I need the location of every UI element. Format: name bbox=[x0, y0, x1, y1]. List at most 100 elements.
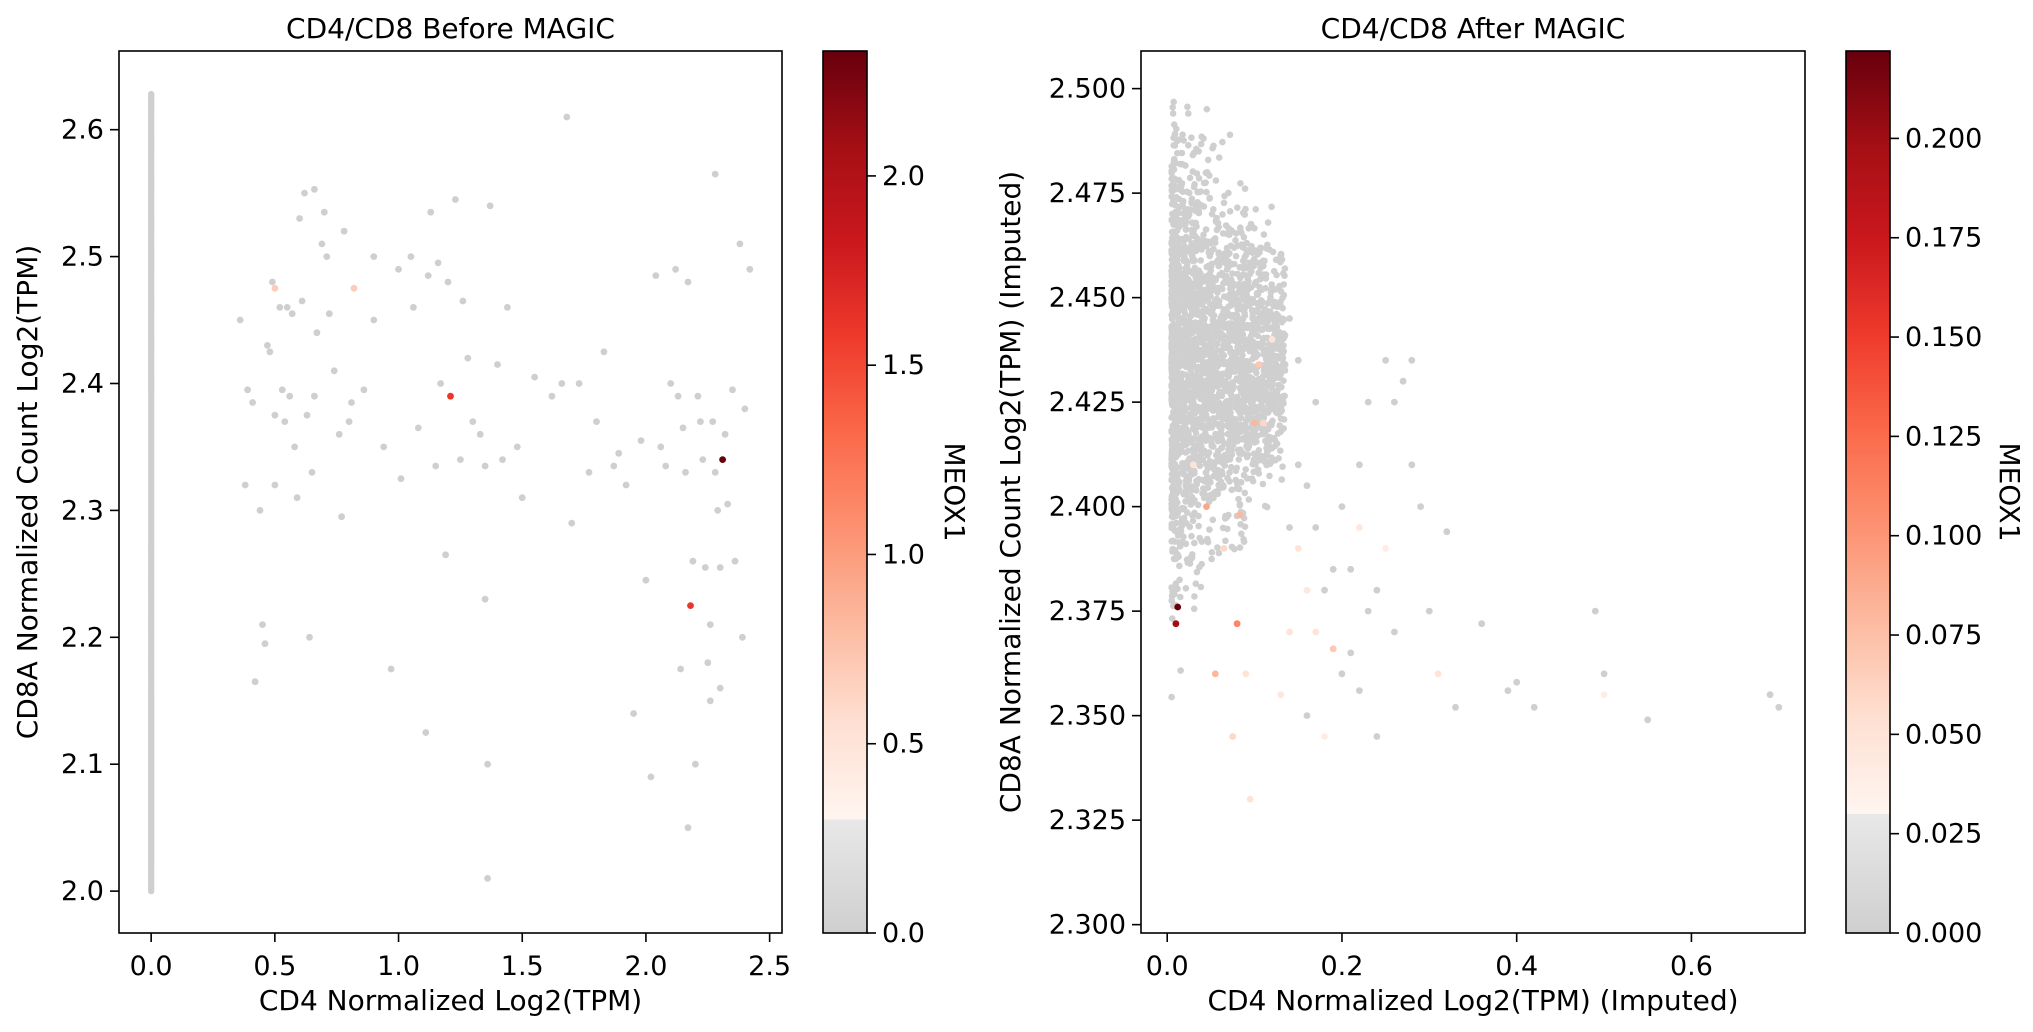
scatter-point bbox=[1364, 398, 1372, 406]
scatter-point bbox=[320, 208, 328, 216]
scatter-point bbox=[1176, 396, 1183, 404]
scatter-point bbox=[1232, 252, 1240, 260]
scatter-point bbox=[335, 430, 343, 438]
colorbar-tick-label: 0.100 bbox=[1905, 521, 1982, 552]
scatter-point bbox=[1226, 131, 1234, 139]
scatter-point bbox=[1249, 314, 1257, 322]
scatter-point bbox=[1170, 142, 1177, 149]
scatter-point bbox=[647, 773, 655, 781]
scatter-point bbox=[1199, 348, 1206, 355]
x-tick-label: 2.0 bbox=[624, 951, 667, 982]
scatter-point bbox=[1408, 356, 1416, 364]
scatter-point bbox=[1182, 274, 1190, 282]
scatter-point bbox=[1186, 174, 1194, 182]
scatter-point bbox=[1266, 472, 1273, 480]
scatter-point bbox=[1270, 434, 1278, 442]
scatter-point bbox=[1244, 451, 1252, 459]
scatter-point bbox=[1200, 410, 1207, 418]
scatter-point bbox=[1356, 524, 1363, 531]
scatter-point bbox=[1255, 447, 1263, 454]
scatter-point bbox=[1264, 219, 1272, 226]
scatter-point bbox=[1278, 476, 1286, 483]
scatter-point bbox=[1206, 270, 1213, 278]
scatter-point bbox=[1234, 446, 1242, 454]
x-tick-label: 0.5 bbox=[253, 951, 296, 982]
scatter-point bbox=[1272, 286, 1279, 293]
scatter-point bbox=[1191, 419, 1199, 427]
y-tick-label: 2.5 bbox=[61, 242, 104, 273]
scatter-point bbox=[1241, 489, 1249, 497]
scatter-point bbox=[1234, 437, 1241, 445]
scatter-point bbox=[1188, 134, 1195, 141]
scatter-point bbox=[1260, 349, 1268, 356]
scatter-point bbox=[1195, 439, 1202, 446]
scatter-point bbox=[1178, 248, 1185, 256]
scatter-point bbox=[1170, 98, 1177, 106]
colorbar-tick-label: 1.0 bbox=[882, 539, 925, 570]
scatter-point bbox=[1240, 271, 1247, 278]
scatter-point bbox=[1254, 351, 1261, 359]
scatter-point bbox=[1226, 278, 1234, 286]
scatter-point bbox=[1399, 377, 1407, 385]
scatter-point bbox=[1219, 285, 1226, 293]
scatter-point bbox=[1254, 343, 1262, 350]
scatter-point bbox=[1221, 515, 1229, 522]
scatter-point bbox=[1245, 496, 1253, 503]
scatter-point bbox=[1408, 461, 1416, 469]
scatter-point bbox=[1227, 335, 1235, 343]
scatter-point bbox=[1182, 281, 1190, 289]
scatter-point bbox=[459, 297, 467, 305]
scatter-point bbox=[1220, 545, 1228, 552]
scatter-point bbox=[1190, 399, 1197, 407]
scatter-point bbox=[1373, 586, 1381, 594]
scatter-point bbox=[1185, 235, 1192, 242]
scatter-point bbox=[303, 411, 311, 419]
scatter-point bbox=[1192, 580, 1200, 587]
scatter-point bbox=[1191, 593, 1198, 600]
scatter-point bbox=[444, 278, 452, 286]
scatter-point bbox=[1204, 156, 1212, 164]
scatter-point bbox=[1232, 230, 1240, 237]
scatter-point bbox=[1171, 259, 1179, 266]
scatter-point bbox=[1168, 505, 1175, 513]
scatter-point bbox=[1236, 511, 1244, 519]
scatter-point bbox=[575, 380, 583, 387]
scatter-point bbox=[410, 304, 417, 311]
scatter-point bbox=[1266, 363, 1274, 370]
scatter-point bbox=[1204, 535, 1211, 543]
scatter-point bbox=[261, 640, 269, 648]
scatter-point bbox=[1229, 733, 1237, 740]
scatter-point bbox=[1185, 110, 1192, 117]
scatter-point bbox=[1206, 385, 1214, 392]
scatter-point bbox=[1221, 400, 1229, 408]
scatter-point bbox=[1217, 335, 1224, 343]
scatter-point bbox=[1504, 687, 1512, 694]
scatter-point bbox=[1172, 424, 1179, 431]
scatter-point bbox=[1214, 437, 1222, 445]
scatter-point bbox=[301, 189, 308, 197]
y-tick-label: 2.6 bbox=[61, 115, 104, 146]
scatter-point bbox=[1202, 369, 1210, 376]
scatter-point bbox=[1186, 497, 1193, 505]
scatter-point bbox=[1237, 224, 1244, 231]
scatter-point bbox=[1182, 270, 1190, 277]
scatter-point bbox=[397, 475, 405, 483]
colorbar-gradient bbox=[823, 51, 867, 933]
scatter-point bbox=[1226, 456, 1234, 463]
scatter-point bbox=[1373, 733, 1381, 740]
scatter-point bbox=[1190, 183, 1198, 191]
scatter-point bbox=[622, 481, 630, 489]
x-tick-label: 1.0 bbox=[377, 951, 420, 982]
scatter-point bbox=[1206, 458, 1214, 465]
scatter-point bbox=[1179, 505, 1186, 513]
scatter-point bbox=[615, 449, 623, 457]
scatter-point bbox=[1186, 292, 1193, 300]
scatter-point bbox=[1193, 568, 1201, 576]
scatter-point bbox=[692, 760, 699, 768]
scatter-point bbox=[1241, 211, 1248, 218]
colorbar-tick-label: 0.5 bbox=[882, 729, 925, 760]
scatter-point bbox=[1221, 451, 1229, 459]
scatter-point bbox=[1238, 318, 1246, 326]
scatter-point bbox=[1195, 188, 1203, 196]
